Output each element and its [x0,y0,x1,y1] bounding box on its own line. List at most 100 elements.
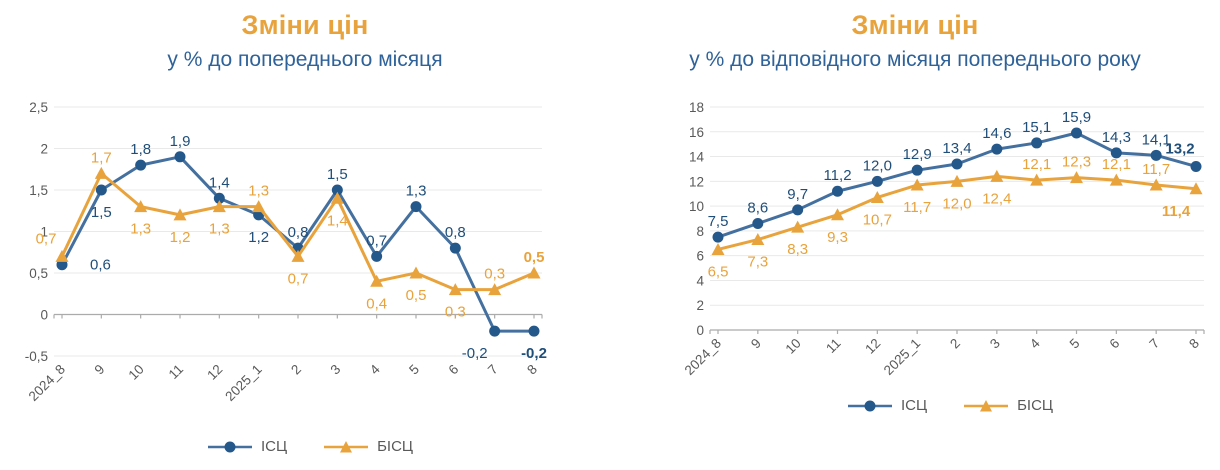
data-label: 1,8 [130,141,151,158]
triangle-marker [1030,173,1044,186]
data-label: 15,1 [1022,119,1051,136]
triangle-marker [711,242,725,255]
x-axis-tick-label: 2024_8 [26,362,68,404]
data-label: 0,3 [445,304,466,321]
chart-subtitle: у % до попереднього місяця [167,48,443,71]
data-label: 1,3 [209,221,230,238]
data-label: 0,8 [445,224,466,241]
data-label: 1,4 [209,174,230,191]
x-axis-tick-label: 6 [446,362,462,378]
legend-label: ІСЦ [260,438,288,455]
data-label: 15,9 [1062,109,1091,126]
data-label: 0,5 [524,249,545,266]
chart-subtitle: у % до відповідного місяця попереднього … [689,48,1141,71]
y-axis-tick-label: 6 [696,249,704,264]
data-label: -0,2 [521,345,547,362]
x-axis-tick-label: 5 [406,362,422,378]
chart-title: Зміни цін [241,10,369,40]
triangle-marker [330,191,344,204]
triangle-marker [910,178,924,191]
x-axis-tick-label: 2 [288,362,304,378]
triangle-marker [751,233,765,246]
data-label: 10,7 [863,211,892,228]
y-axis-tick-label: 10 [689,199,704,214]
data-label: -0,2 [462,345,488,362]
circle-marker [410,201,422,213]
y-axis-tick-label: 14 [689,150,705,165]
data-label: 14,6 [982,125,1011,142]
triangle-marker [55,249,69,262]
data-label: 0,3 [484,266,505,283]
triangle-marker [173,208,187,221]
data-label: 1,5 [327,166,348,183]
data-label: 12,1 [1102,156,1131,173]
chart-title: Зміни цін [851,10,979,40]
circle-marker [871,175,883,187]
circle-marker [832,185,843,197]
circle-marker [56,259,68,271]
triangle-marker [1189,182,1203,195]
data-label: 11,4 [1162,203,1191,220]
legend-item-ІСЦ: ІСЦ [207,438,287,455]
triangle-marker [488,283,502,296]
y-axis-tick-label: 0 [40,308,48,323]
x-axis-tick-label: 9 [748,336,764,352]
legend-label: БІСЦ [1017,397,1054,414]
legend-line-triangle-icon [324,440,369,452]
triangle-marker [1149,178,1163,191]
x-axis-tick-label: 12 [204,362,225,383]
y-axis-tick-label: 16 [689,125,704,140]
data-label: 8,3 [787,241,808,258]
data-label: 7,5 [708,213,729,230]
x-axis-tick-label: 2025_1 [222,362,264,404]
data-label: 1,3 [248,183,269,200]
circle-marker [449,242,461,254]
x-axis-tick-label: 2025_1 [881,336,923,378]
monthly-price-change-chart: Зміни цін у % до попереднього місяця 2,5… [25,10,547,455]
y-axis-tick-label: 2,5 [29,100,48,115]
data-label: 1,9 [170,133,191,150]
data-label: 1,2 [170,229,191,246]
triangle-marker [94,166,108,179]
circle-marker [712,231,724,243]
triangle-marker [1070,171,1083,184]
y-axis-tick-label: 0 [696,323,704,338]
data-label: 13,2 [1165,140,1194,157]
x-axis-tick-label: 2024_8 [682,336,724,378]
circle-marker [991,143,1003,155]
circle-marker [951,158,963,170]
x-axis-tick-label: 9 [92,362,108,378]
y-axis-tick-label: 1,5 [29,183,48,198]
data-label: 11,7 [903,199,931,216]
legend-label: БІСЦ [377,438,414,455]
data-label: 12,0 [942,195,971,212]
data-label: 0,7 [366,232,387,249]
circle-marker [792,204,804,216]
triangle-marker [791,220,805,233]
data-label: 11,2 [823,167,851,184]
y-axis-tick-label: 2 [696,298,704,313]
circle-marker [528,325,540,337]
circle-marker [1071,127,1082,139]
data-label: 1,2 [248,229,269,246]
data-label: 14,1 [1142,131,1171,148]
data-label: 8,6 [747,199,768,216]
circle-marker [911,164,923,176]
y-axis-tick-label: 12 [689,174,704,189]
x-axis-tick-label: 2 [947,336,963,352]
legend-line-circle-icon [207,441,252,452]
x-axis-tick-label: 4 [1027,335,1043,351]
data-label: 12,4 [982,190,1011,207]
data-label: 0,6 [90,257,111,274]
x-axis-tick-label: 3 [328,362,344,378]
triangle-marker [990,169,1004,182]
circle-marker [95,184,107,196]
data-label: 6,5 [708,263,729,280]
circle-marker [1150,149,1162,161]
triangle-marker [950,174,964,187]
circle-marker [213,192,225,204]
legend-label: ІСЦ [900,397,928,414]
